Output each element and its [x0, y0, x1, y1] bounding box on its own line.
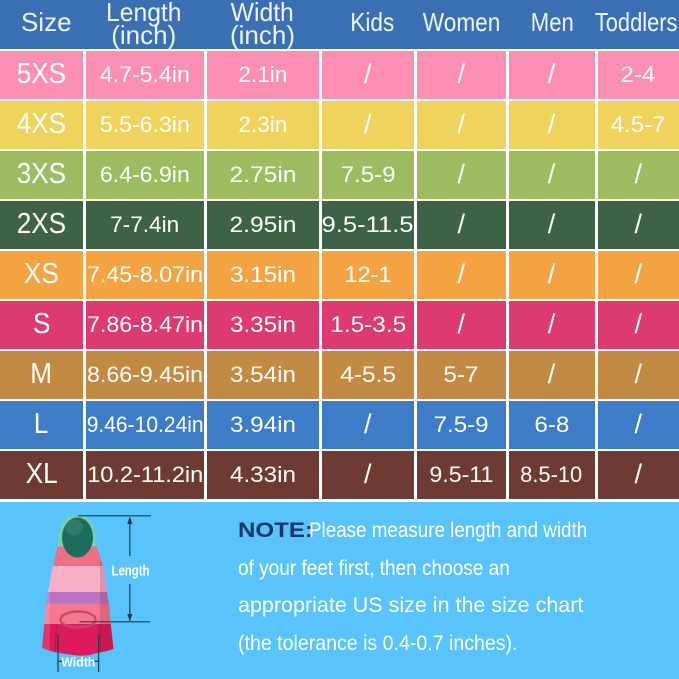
svg-text:Width: Width	[61, 655, 95, 670]
svg-text:Length: Length	[112, 564, 150, 580]
